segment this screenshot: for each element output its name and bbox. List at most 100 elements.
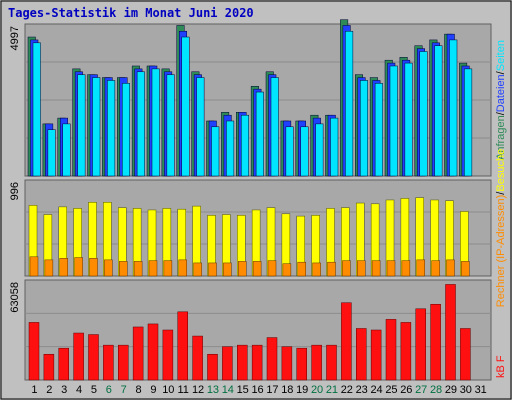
x-tick-label-day-10: 10 [162,384,174,396]
bar-rechner-day-24 [371,260,381,277]
x-tick-label-day-28: 28 [430,384,442,396]
bar-seiten-day-6 [107,80,116,177]
bar-seiten-day-9 [151,68,160,177]
bar-seiten-day-18 [285,126,294,177]
bar-kb-day-26 [400,322,412,381]
bar-seiten-day-20 [315,123,324,177]
x-tick-label-day-15: 15 [237,384,249,396]
bar-rechner-day-30 [461,261,470,277]
bar-kb-day-17 [266,337,278,381]
x-tick-label-day-4: 4 [76,384,82,396]
bar-rechner-day-2 [44,259,54,277]
bar-kb-day-28 [430,303,441,381]
bar-kb-day-15 [237,344,248,381]
bar-rechner-day-5 [89,258,98,277]
panel-visits-max-label: 996 [9,182,21,200]
chart-title: Tages-Statistik im Monat Juni 2020 [8,6,254,20]
x-tick-label-day-5: 5 [91,384,97,396]
bar-kb-day-5 [88,334,99,381]
bar-seiten-day-21 [330,117,339,177]
bar-seiten-day-7 [122,83,130,177]
bar-rechner-day-6 [104,259,113,277]
bar-seiten-day-12 [196,77,205,177]
x-tick-label-day-24: 24 [370,384,382,396]
bar-rechner-day-28 [431,260,440,277]
bar-seiten-day-24 [374,83,383,177]
x-tick-label-day-31: 31 [475,384,487,396]
x-tick-label-day-14: 14 [222,384,234,396]
bar-kb-day-23 [356,328,367,381]
bar-seiten-day-22 [345,30,354,177]
bar-seiten-day-28 [434,45,443,177]
x-tick-label-day-18: 18 [281,384,293,396]
x-tick-label-day-11: 11 [177,384,188,396]
bar-kb-day-9 [147,323,159,381]
x-tick-label-day-16: 16 [251,384,263,396]
legend-entry: Rechner (IP-Adressen) [495,195,507,308]
bar-kb-day-8 [132,326,144,381]
bar-kb-day-4 [73,332,84,381]
bar-rechner-day-8 [133,261,143,277]
bar-seiten-day-16 [255,91,264,177]
bar-rechner-day-11 [178,259,187,277]
bar-seiten-day-19 [300,126,309,177]
x-tick-label-day-27: 27 [415,384,427,396]
x-tick-label-day-3: 3 [61,384,67,396]
bar-seiten-day-27 [419,51,428,177]
bar-rechner-day-22 [342,260,351,277]
x-tick-label-day-19: 19 [296,384,308,396]
legend-entry: Anfragen [495,115,507,160]
x-tick-label-day-22: 22 [341,384,353,396]
bar-rechner-day-16 [252,261,262,277]
bar-rechner-day-12 [193,262,202,277]
bar-seiten-day-13 [211,126,220,177]
bar-rechner-day-7 [119,261,128,277]
bar-rechner-day-10 [163,260,173,277]
bar-seiten-day-23 [360,80,368,177]
bar-kb-day-29 [445,284,456,381]
bar-seiten-day-26 [404,62,413,177]
panel-hits-max-label: 4997 [9,26,21,50]
bar-rechner-day-27 [416,259,425,277]
x-tick-label-day-7: 7 [121,384,127,396]
panel-hits-legend: Anfragen/Dateien/Seiten [495,40,507,160]
bar-rechner-day-20 [312,262,321,277]
bar-seiten-day-30 [464,68,473,177]
bar-kb-day-7 [118,344,129,381]
x-tick-label-day-23: 23 [356,384,368,396]
bar-rechner-day-18 [282,263,292,277]
legend-entry: / [495,111,507,115]
bar-rechner-day-25 [386,260,396,277]
bar-seiten-day-3 [62,123,71,177]
x-tick-label-day-26: 26 [400,384,412,396]
bar-seiten-day-11 [181,36,190,177]
bar-kb-day-6 [103,344,114,381]
bar-seiten-day-29 [449,39,458,177]
panel-kb-max-label: 63058 [9,282,21,313]
bar-kb-day-25 [385,319,397,381]
bar-kb-day-22 [341,302,352,381]
bar-rechner-day-9 [148,260,158,277]
bar-rechner-day-4 [74,257,83,277]
legend-entry: kB F [495,355,507,378]
legend-entry: / [495,70,507,74]
bar-rechner-day-13 [208,262,217,277]
bar-kb-day-18 [281,346,293,381]
panel-visits-legend: Rechner (IP-Adressen)/Besuche [495,149,507,307]
bar-kb-day-13 [207,353,218,381]
bar-kb-day-11 [177,311,188,381]
x-tick-label-day-8: 8 [136,384,142,396]
x-tick-label-day-2: 2 [46,384,52,396]
x-tick-label-day-12: 12 [192,384,204,396]
bar-rechner-day-23 [357,260,366,277]
x-tick-label-day-30: 30 [460,384,472,396]
bar-seiten-day-25 [389,65,398,177]
bar-rechner-day-3 [59,258,68,277]
bar-rechner-day-26 [401,260,411,277]
x-tick-label-day-21: 21 [326,384,338,396]
legend-entry: Besuche [495,149,507,192]
bar-rechner-day-21 [327,261,336,277]
legend-entry: Dateien [495,74,507,112]
